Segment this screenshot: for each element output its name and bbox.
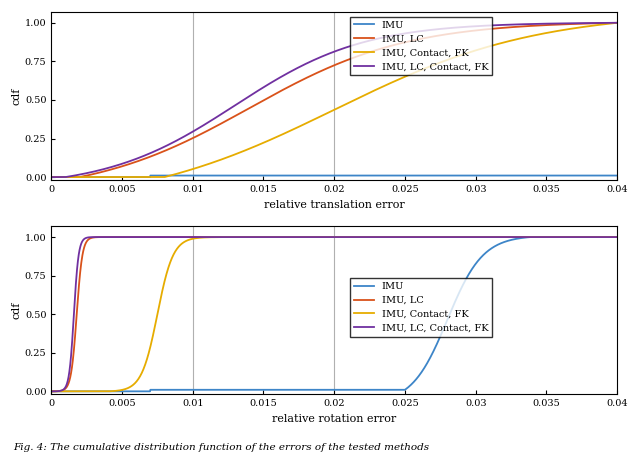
IMU	[47, 174, 55, 180]
Line: IMU: IMU	[51, 237, 617, 391]
IMU, LC	[597, 234, 605, 240]
IMU	[493, 173, 501, 178]
IMU, LC, Contact, FK	[613, 234, 621, 240]
Line: IMU, LC, Contact, FK: IMU, LC, Contact, FK	[51, 237, 617, 391]
IMU, LC	[308, 234, 316, 240]
Text: Fig. 4: The cumulative distribution function of the errors of the tested methods: Fig. 4: The cumulative distribution func…	[13, 443, 429, 452]
IMU	[527, 234, 534, 240]
IMU, LC, Contact, FK	[493, 234, 501, 240]
IMU, LC, Contact, FK	[597, 234, 605, 240]
Line: IMU, LC, Contact, FK: IMU, LC, Contact, FK	[51, 23, 617, 177]
IMU, LC, Contact, FK	[76, 172, 84, 177]
IMU	[47, 389, 55, 394]
IMU	[76, 389, 84, 394]
IMU, LC	[76, 174, 84, 180]
IMU	[308, 173, 316, 178]
IMU, LC, Contact, FK	[76, 245, 84, 250]
IMU, Contact, FK	[493, 234, 501, 240]
IMU, LC	[597, 20, 605, 26]
IMU, Contact, FK	[493, 42, 500, 47]
Legend: IMU, IMU, LC, IMU, Contact, FK, IMU, LC, Contact, FK: IMU, IMU, LC, IMU, Contact, FK, IMU, LC,…	[351, 17, 492, 75]
Line: IMU, Contact, FK: IMU, Contact, FK	[51, 23, 617, 177]
IMU, LC, Contact, FK	[157, 234, 164, 240]
IMU	[597, 173, 605, 178]
IMU, LC	[76, 270, 84, 275]
IMU, LC	[613, 20, 621, 25]
IMU, Contact, FK	[597, 22, 605, 27]
IMU, LC	[613, 234, 621, 240]
X-axis label: relative translation error: relative translation error	[264, 200, 404, 210]
Line: IMU, LC: IMU, LC	[51, 23, 617, 177]
IMU, LC, Contact, FK	[597, 20, 605, 25]
IMU, LC	[596, 20, 604, 26]
IMU, Contact, FK	[47, 174, 55, 180]
IMU, Contact, FK	[597, 234, 605, 240]
IMU	[147, 173, 154, 178]
IMU, LC	[597, 234, 605, 240]
IMU, LC, Contact, FK	[323, 234, 331, 240]
IMU, LC	[177, 234, 185, 240]
Y-axis label: cdf: cdf	[12, 88, 22, 105]
X-axis label: relative rotation error: relative rotation error	[272, 414, 396, 424]
IMU, LC, Contact, FK	[308, 59, 316, 64]
Line: IMU, LC: IMU, LC	[51, 237, 617, 391]
IMU, LC, Contact, FK	[493, 22, 500, 28]
Legend: IMU, IMU, LC, IMU, Contact, FK, IMU, LC, Contact, FK: IMU, IMU, LC, IMU, Contact, FK, IMU, LC,…	[351, 278, 492, 336]
IMU	[597, 234, 605, 240]
IMU, Contact, FK	[308, 118, 316, 123]
IMU, LC, Contact, FK	[323, 52, 330, 57]
IMU, Contact, FK	[613, 20, 621, 25]
IMU, LC	[493, 234, 501, 240]
IMU, Contact, FK	[597, 234, 605, 240]
IMU, LC	[323, 234, 331, 240]
IMU, LC	[47, 389, 55, 394]
Line: IMU: IMU	[51, 176, 617, 177]
IMU	[323, 173, 331, 178]
IMU	[308, 387, 316, 393]
IMU, Contact, FK	[323, 111, 330, 116]
IMU	[493, 242, 500, 248]
IMU, Contact, FK	[308, 234, 316, 240]
Y-axis label: cdf: cdf	[12, 301, 22, 319]
IMU, LC	[308, 73, 316, 78]
IMU	[597, 173, 605, 178]
IMU	[597, 234, 605, 240]
Line: IMU, Contact, FK: IMU, Contact, FK	[51, 237, 617, 391]
IMU, LC, Contact, FK	[596, 20, 604, 26]
IMU, Contact, FK	[76, 174, 84, 180]
IMU, LC, Contact, FK	[597, 234, 605, 240]
IMU, LC	[493, 25, 500, 31]
IMU, Contact, FK	[613, 234, 621, 240]
IMU, LC, Contact, FK	[47, 389, 55, 394]
IMU, LC, Contact, FK	[308, 234, 316, 240]
IMU, Contact, FK	[596, 22, 604, 27]
IMU, Contact, FK	[47, 389, 55, 394]
IMU, LC, Contact, FK	[613, 20, 621, 25]
IMU	[76, 174, 84, 180]
IMU, LC	[323, 66, 330, 71]
IMU, LC	[47, 174, 55, 180]
IMU, Contact, FK	[442, 234, 450, 240]
IMU, LC, Contact, FK	[47, 174, 55, 180]
IMU	[323, 387, 330, 393]
IMU, Contact, FK	[323, 234, 330, 240]
IMU, Contact, FK	[76, 389, 84, 394]
IMU	[613, 173, 621, 178]
IMU	[613, 234, 621, 240]
